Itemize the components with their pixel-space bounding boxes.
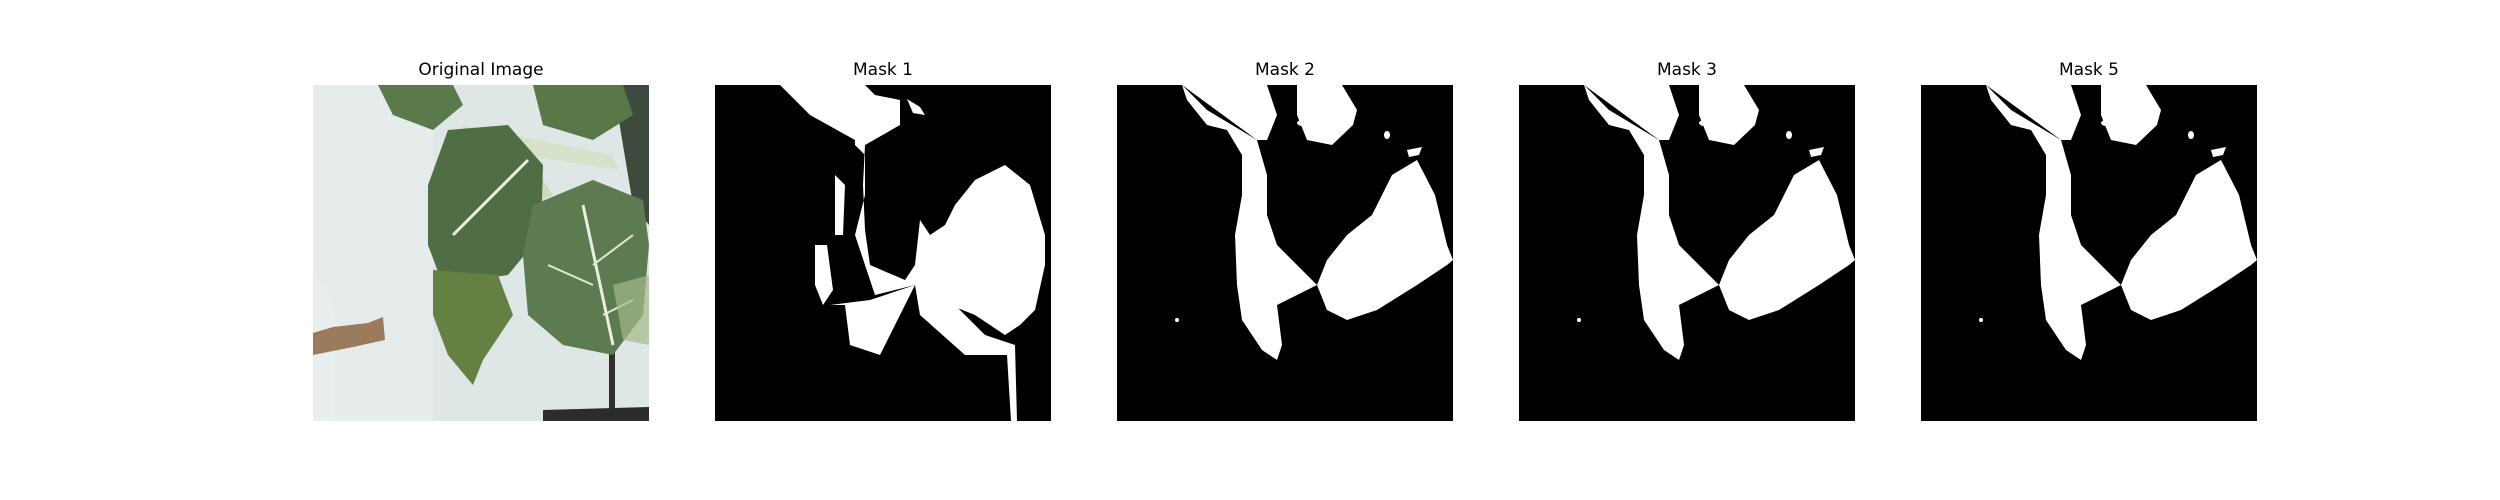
panel-title: Mask 3	[1656, 60, 1717, 80]
original-plant-photo	[313, 85, 649, 421]
mask-3-image	[1519, 85, 1855, 421]
mask-2-image	[1117, 85, 1453, 421]
panel-title: Mask 1	[852, 60, 913, 80]
mask-1-image	[715, 85, 1051, 421]
panel-title: Mask 2	[1254, 60, 1315, 80]
panel-title: Mask 5	[2058, 60, 2119, 80]
panel-title: Original Image	[418, 60, 544, 80]
mask-5-image	[1921, 85, 2257, 421]
